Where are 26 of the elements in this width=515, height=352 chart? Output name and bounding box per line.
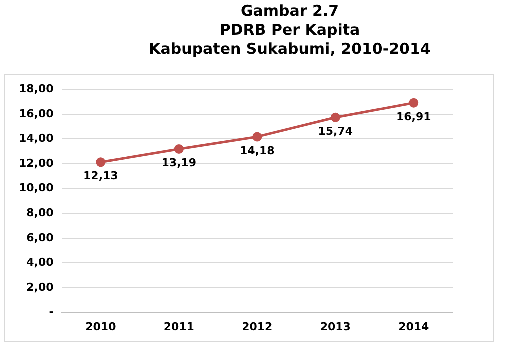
data-label: 12,13 xyxy=(84,170,118,183)
y-tick-label: - xyxy=(49,306,54,319)
y-tick-label: 4,00 xyxy=(26,256,54,270)
data-label: 14,18 xyxy=(240,144,275,158)
x-tick-label: 2011 xyxy=(164,320,194,334)
point xyxy=(96,158,106,168)
data-label: 15,74 xyxy=(318,124,354,138)
point xyxy=(409,98,419,108)
x-tick-label: 2014 xyxy=(398,320,430,334)
y-tick-label: 2,00 xyxy=(26,280,54,294)
chart-title: Gambar 2.7 PDRB Per Kapita Kabupaten Sukabumi, 2010-2014 xyxy=(148,2,432,59)
x-tick-label: 2010 xyxy=(86,320,117,334)
y-tick-label: 8,00 xyxy=(26,206,54,220)
y-tick-label: 6,00 xyxy=(26,231,54,244)
y-tick-label: 16,00 xyxy=(18,107,54,120)
y-tick-label: 18,00 xyxy=(18,82,54,96)
point xyxy=(252,132,262,142)
x-tick-label: 2013 xyxy=(320,320,351,334)
y-tick-label: 14,00 xyxy=(18,132,54,146)
data-label: 16,91 xyxy=(396,110,432,124)
y-tick-label: 10,00 xyxy=(18,182,54,195)
point xyxy=(330,112,340,122)
y-tick-label: 12,00 xyxy=(18,156,54,170)
x-tick-label: 2012 xyxy=(242,320,273,334)
data-label: 13,19 xyxy=(162,156,197,170)
point xyxy=(174,144,184,154)
